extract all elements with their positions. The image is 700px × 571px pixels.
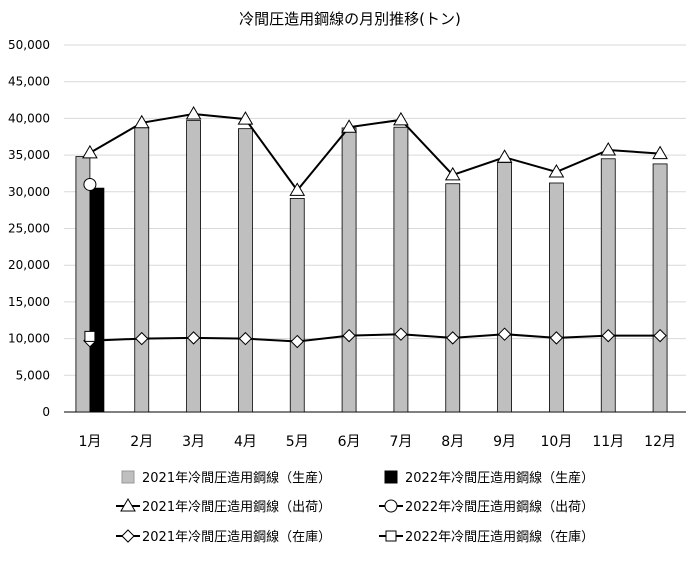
legend-label: 2021年冷間圧造用鋼線（生産） (142, 470, 331, 486)
y-tick-label: 10,000 (8, 332, 50, 346)
bar (445, 183, 461, 413)
data-point (185, 106, 202, 120)
data-point (186, 331, 201, 345)
chart-title: 冷間圧造用鋼線の月別推移(トン) (239, 10, 461, 28)
bar (393, 126, 409, 413)
legend-label: 2022年冷間圧造用鋼線（出荷） (405, 499, 594, 515)
x-tick-label: 2月 (130, 434, 153, 450)
data-point (548, 163, 565, 178)
y-tick-label: 25,000 (8, 222, 50, 236)
data-point (446, 331, 460, 345)
data-point (342, 328, 356, 343)
x-tick-label: 7月 (389, 434, 412, 450)
data-point (83, 177, 97, 191)
legend-label: 2021年冷間圧造用鋼線（出荷） (142, 499, 331, 515)
x-axis: 1月 2月 3月 4月 5月 6月 7月 8月 9月 10月 11月 12月 (78, 434, 676, 450)
bar (652, 163, 668, 413)
legend: 2021年冷間圧造用鋼線（生産） 2022年冷間圧造用鋼線（生産） 2021年冷間圧… (116, 470, 594, 545)
x-tick-label: 6月 (338, 434, 361, 450)
legend-marker (120, 498, 136, 512)
data-point (549, 331, 564, 345)
bars (75, 120, 668, 413)
legend-marker (121, 529, 135, 543)
legend-label: 2022年冷間圧造用鋼線（在庫） (405, 529, 594, 545)
y-tick-label: 45,000 (8, 75, 50, 89)
y-tick-label: 40,000 (8, 111, 50, 125)
y-axis: 0 5,000 10,000 15,000 20,000 25,000 30,000 35,0… (8, 38, 50, 419)
series-line (89, 112, 661, 192)
series-line (89, 333, 661, 343)
data-point (133, 114, 150, 129)
data-point (135, 331, 149, 346)
data-point (289, 182, 306, 196)
bar (89, 187, 105, 413)
x-tick-label: 9月 (493, 434, 516, 450)
bar (341, 127, 357, 413)
data-point (652, 145, 668, 160)
x-tick-label: 12月 (644, 434, 676, 450)
legend-swatch (384, 470, 398, 484)
data-point (601, 328, 615, 343)
y-tick-label: 0 (42, 405, 50, 419)
data-point (393, 111, 409, 126)
data-point (290, 334, 304, 349)
bar (75, 156, 91, 413)
data-point (237, 111, 254, 125)
x-tick-label: 3月 (182, 434, 205, 450)
data-point (444, 166, 461, 181)
bar (497, 162, 512, 413)
y-tick-label: 5,000 (16, 368, 50, 382)
bar (549, 182, 564, 413)
x-tick-label: 4月 (234, 434, 257, 450)
legend-label: 2022年冷間圧造用鋼線（生産） (405, 470, 594, 486)
bar (186, 120, 201, 413)
legend-marker (384, 499, 398, 513)
grid (64, 44, 686, 413)
x-tick-label: 10月 (541, 434, 573, 450)
legend-swatch (121, 470, 135, 484)
data-point (497, 327, 512, 341)
data-point (394, 327, 408, 341)
legend-marker (385, 530, 397, 542)
x-tick-label: 5月 (286, 434, 309, 450)
x-tick-label: 1月 (78, 434, 101, 450)
data-point (600, 141, 617, 156)
bar (134, 126, 150, 413)
y-tick-label: 30,000 (8, 185, 50, 199)
data-point (84, 330, 96, 342)
bar (238, 128, 253, 413)
y-tick-label: 50,000 (8, 38, 50, 52)
data-point (238, 331, 253, 346)
data-point (496, 149, 513, 163)
data-point (341, 119, 357, 133)
legend-label: 2021年冷間圧造用鋼線（在庫） (142, 529, 331, 545)
x-tick-label: 8月 (441, 434, 464, 450)
y-tick-label: 15,000 (8, 295, 50, 309)
bar (289, 198, 305, 413)
x-tick-label: 11月 (592, 434, 624, 450)
data-point (653, 328, 667, 343)
y-tick-label: 35,000 (8, 148, 50, 162)
y-tick-label: 20,000 (8, 258, 50, 272)
data-point (82, 144, 98, 159)
lines (82, 106, 668, 349)
bar (600, 158, 616, 413)
